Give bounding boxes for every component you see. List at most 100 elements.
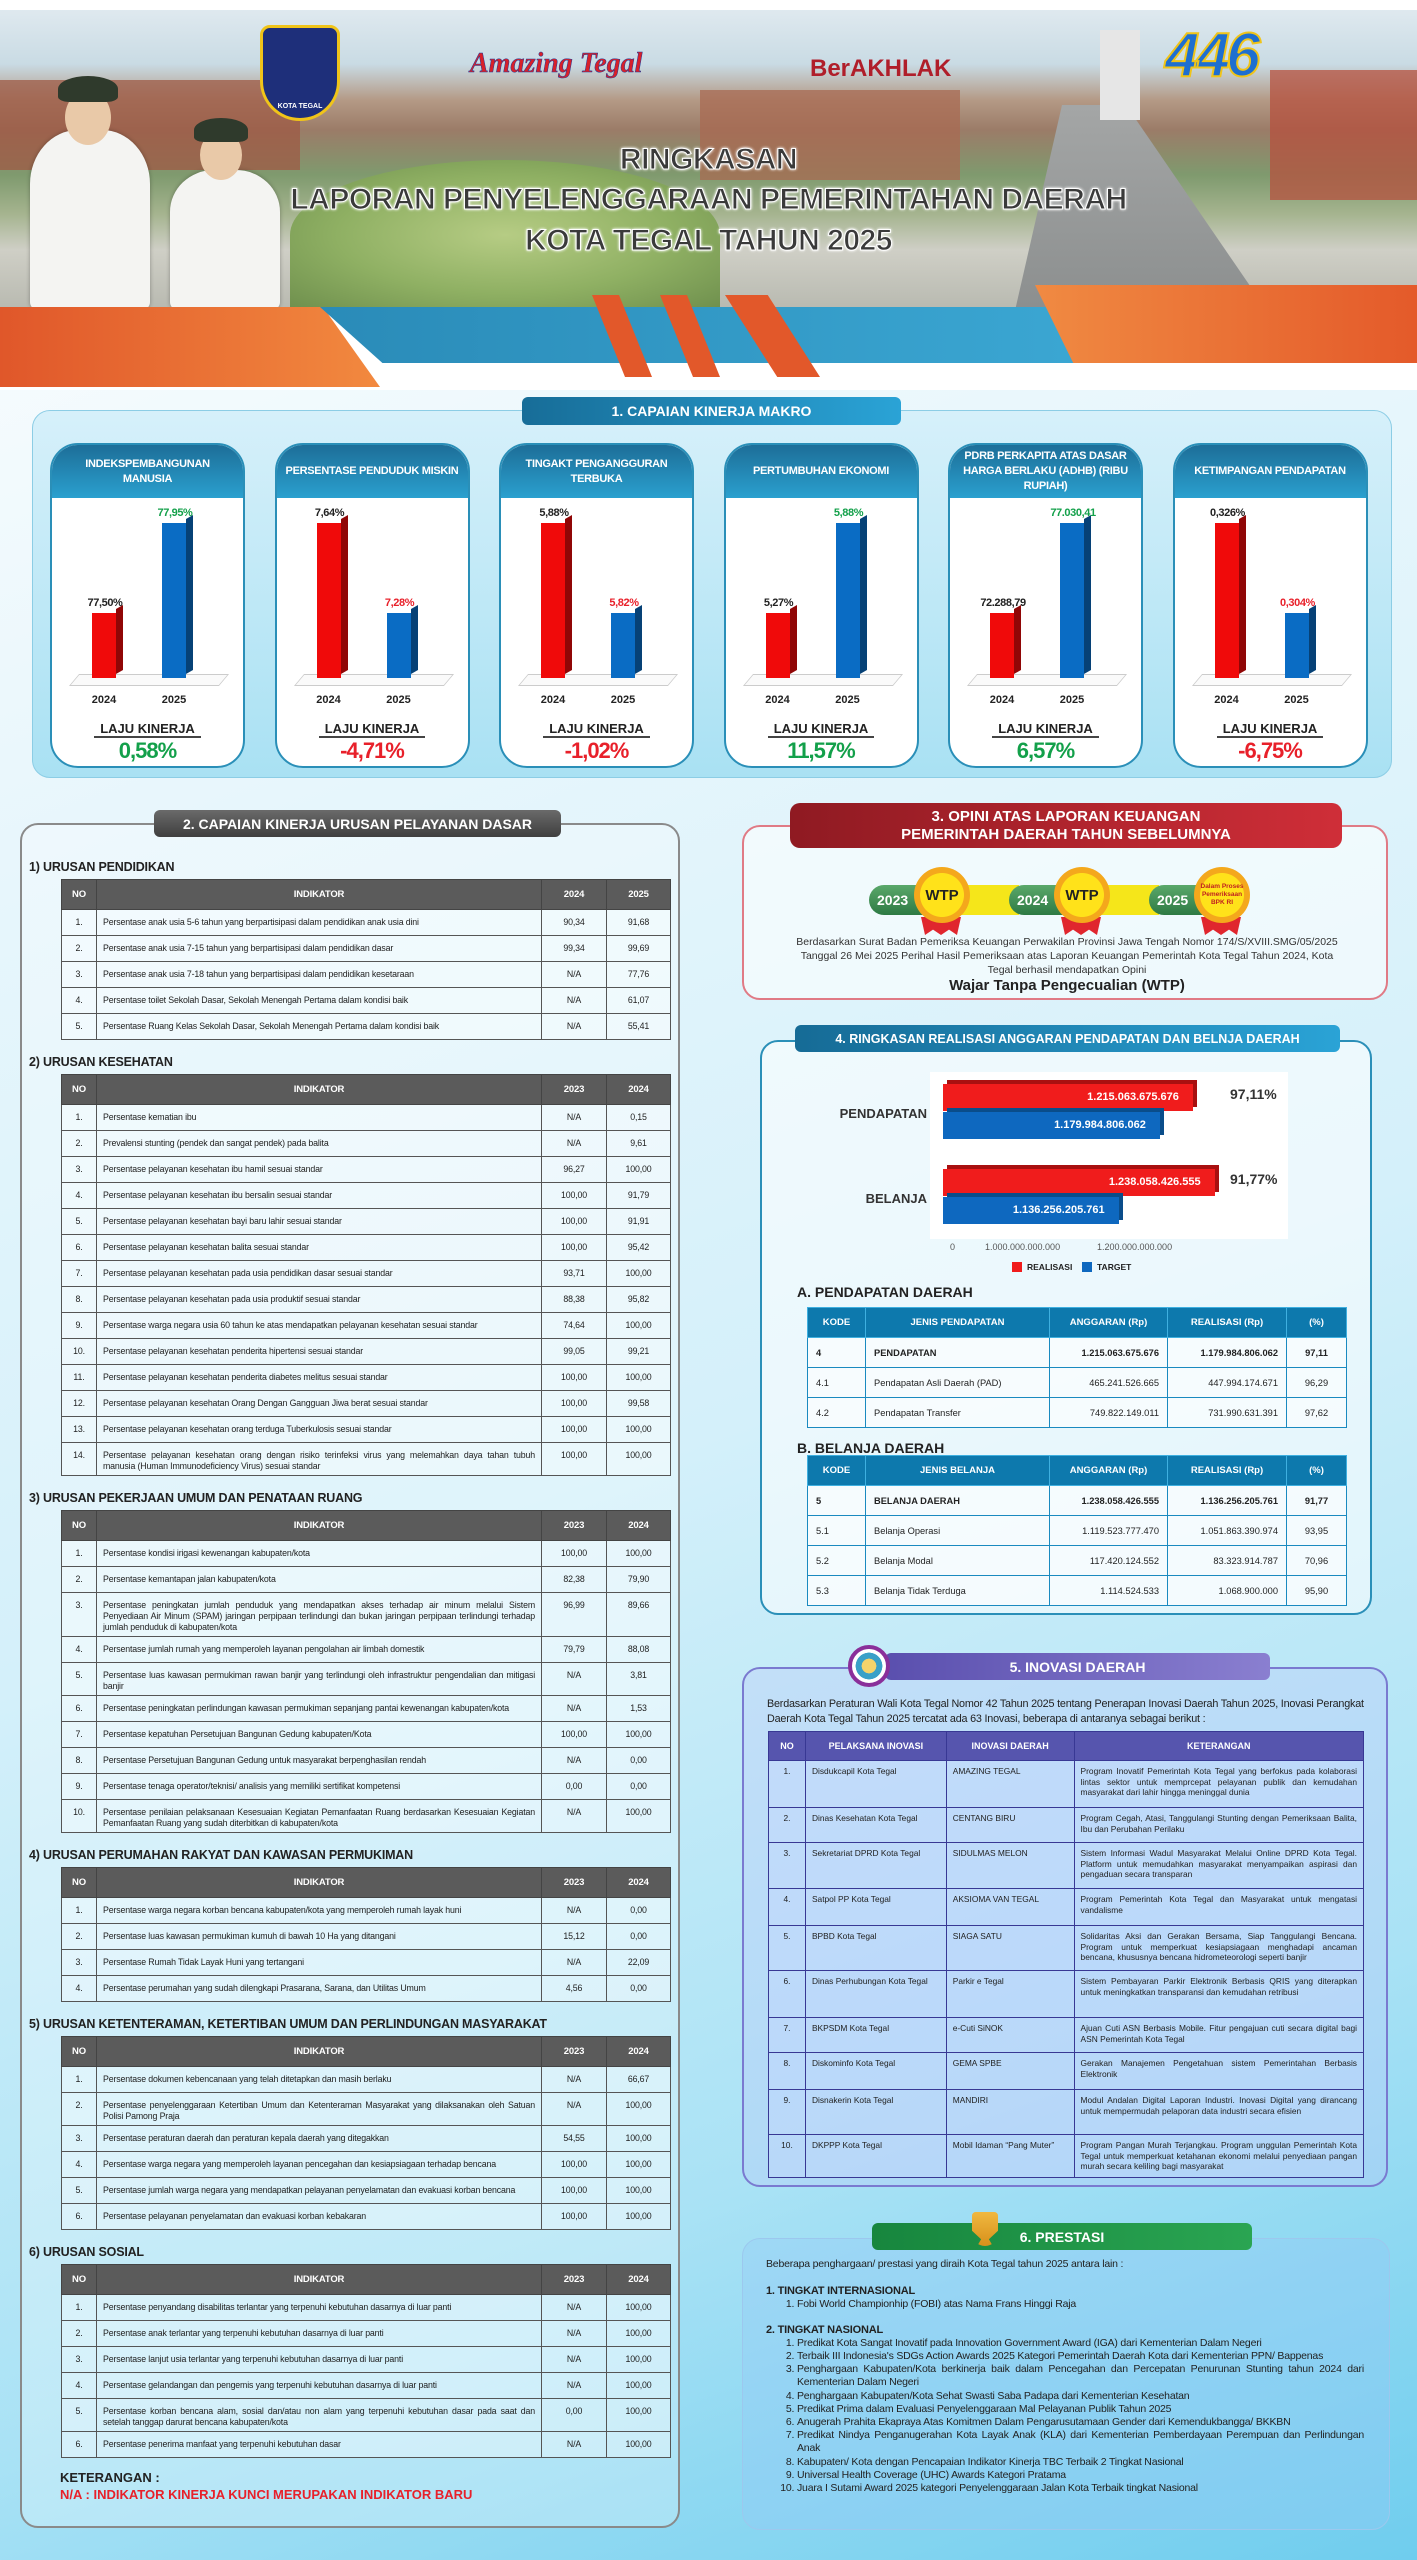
card-title: PERSENTASE PENDUDUK MISKIN (276, 445, 468, 498)
row-value: N/A (541, 2320, 607, 2347)
table-row: 5. BPBD Kota Tegal SIAGA SATU Solidaritas A… (768, 1925, 1365, 1971)
row-no: 3. (61, 1156, 97, 1183)
row-value: 100,00 (541, 1364, 607, 1391)
table-row: 4. Persentase toilet Sekolah Dasar, Sekol… (61, 987, 671, 1014)
card-title: PDRB PERKAPITA ATAS DASAR HARGA BERLAKU … (950, 445, 1141, 498)
prestasi-intro: Beberapa penghargaan/ prestasi yang dira… (766, 2258, 1124, 2270)
row-no: 3. (61, 1949, 97, 1976)
table-row: 2. Persentase penyelenggaraan Ketertiban … (61, 2092, 671, 2126)
bar-value-label: 5,82% (609, 597, 639, 609)
row-value: 99,05 (541, 1338, 607, 1365)
row-no: 2. (61, 1130, 97, 1157)
table-row: 6. Persentase peningkatan perlindungan ka… (61, 1695, 671, 1722)
prestasi-item: Penghargaan Kabupaten/Kota Sehat Swasti … (797, 2390, 1364, 2403)
row-value: N/A (541, 1897, 607, 1924)
row-value: 22,09 (606, 1949, 671, 1976)
table-cell: 5.1 (807, 1515, 866, 1546)
prestasi-item: Universal Health Coverage (UHC) Awards K… (797, 2469, 1364, 2482)
table-cell: 4.2 (807, 1397, 866, 1428)
table-cell: Belanja Tidak Terduga (865, 1575, 1050, 1606)
table-cell: 96,29 (1286, 1367, 1347, 1398)
year-label: 2025 (835, 694, 860, 706)
col-year: 2024 (606, 2036, 671, 2067)
bar-realisasi: 1.215.063.675.676 (943, 1084, 1193, 1111)
row-indikator: Persentase penerima manfaat yang terpenu… (96, 2431, 542, 2458)
row-indikator: Persentase luas kawasan permukiman kumuh… (96, 1923, 542, 1950)
row-indikator: Persentase Persetujuan Bangunan Gedung u… (96, 1747, 542, 1774)
kinerja-card: PERTUMBUHAN EKONOMI 5,27% 2024 5,88% 2025 LAJ… (723, 443, 919, 768)
bar-2025 (1060, 523, 1084, 678)
row-value: 4,56 (541, 1975, 607, 2002)
table-cell: 3. (768, 1842, 806, 1889)
row-value: 100,00 (541, 1390, 607, 1417)
table-row: 9. Persentase warga negara usia 60 tahun … (61, 1312, 671, 1339)
pendapatan-title: A. PENDAPATAN DAERAH (797, 1284, 973, 1300)
table-cell: Diskominfo Kota Tegal (804, 2052, 947, 2090)
row-value: N/A (541, 2066, 607, 2093)
row-value: 100,00 (606, 2177, 671, 2204)
row-no: 10. (61, 1338, 97, 1365)
table-cell: AMAZING TEGAL (945, 1760, 1075, 1808)
keterangan-text: N/A : INDIKATOR KINERJA KUNCI MERUPAKAN … (60, 2487, 473, 2502)
table-cell: 117.420.124.552 (1049, 1545, 1168, 1576)
table-row: 5. Persentase korban bencana alam, sosial… (61, 2398, 671, 2432)
table-row: 9. Persentase tenaga operator/teknisi/ an… (61, 1773, 671, 1800)
table-row: 2. Persentase anak terlantar yang terpenu… (61, 2320, 671, 2347)
percent-label: 91,77% (1230, 1171, 1278, 1187)
row-value: N/A (541, 1104, 607, 1131)
row-no: 5. (61, 1013, 97, 1040)
table-row: 4. Persentase pelayanan kesehatan ibu ber… (61, 1182, 671, 1209)
row-indikator: Persentase lanjut usia terlantar yang te… (96, 2346, 542, 2373)
row-no: 2. (61, 1566, 97, 1593)
table-cell: 9. (768, 2089, 806, 2135)
column-header: (%) (1286, 1455, 1347, 1486)
col-year: 2023 (541, 2264, 607, 2295)
table-row: 14. Persentase pelayanan kesehatan orang … (61, 1442, 671, 1476)
row-indikator: Persentase kepatuhan Persetujuan Banguna… (96, 1721, 542, 1748)
legend-item: REALISASI (1012, 1262, 1072, 1272)
table-row: 2. Persentase anak usia 7-15 tahun yang b… (61, 935, 671, 962)
laju-kinerja-value: -1,02% (564, 738, 630, 763)
table-cell: Satpol PP Kota Tegal (804, 1888, 947, 1926)
urusan-heading: 6) URUSAN SOSIAL (29, 2245, 144, 2259)
row-value: N/A (541, 2431, 607, 2458)
row-value: 99,58 (606, 1390, 671, 1417)
table-row: 7. Persentase pelayanan kesehatan pada us… (61, 1260, 671, 1287)
row-indikator: Persentase anak usia 7-18 tahun yang ber… (96, 961, 542, 988)
bar-value-label: 77.030,41 (1050, 507, 1096, 519)
year-label: 2024 (765, 694, 790, 706)
table-cell: 93,95 (1286, 1515, 1347, 1546)
table-row: 10. Persentase pelayanan kesehatan pender… (61, 1338, 671, 1365)
row-value: N/A (541, 2294, 607, 2321)
table-cell: 4. (768, 1888, 806, 1926)
row-value: 99,21 (606, 1338, 671, 1365)
header-banner: KOTA TEGAL Amazing Tegal BerAKHLAK 446 R… (0, 0, 1417, 390)
table-cell: Sistem Pembayaran Parkir Elektronik Berb… (1073, 1970, 1365, 2018)
bar-value-label: 77,95% (157, 507, 193, 519)
category-label: BELANJA (865, 1191, 927, 1206)
bar-2025 (162, 523, 186, 678)
table-cell: BPBD Kota Tegal (804, 1925, 947, 1971)
inovasi-table: NO PELAKSANA INOVASI INOVASI DAERAH KETERAN… (768, 1731, 1365, 2178)
table-row: 5.1 Belanja Operasi 1.119.523.777.470 1.051… (807, 1515, 1347, 1546)
row-no: 6. (61, 1695, 97, 1722)
row-value: 82,38 (541, 1566, 607, 1593)
table-cell: Program Cegah, Atasi, Tanggulangi Stunti… (1073, 1807, 1365, 1843)
row-value: 3,81 (606, 1662, 671, 1696)
row-value: 9,61 (606, 1130, 671, 1157)
row-indikator: Persentase kematian ibu (96, 1104, 542, 1131)
x-tick-label: 1.000.000.000.000 (985, 1242, 1061, 1252)
row-value: N/A (541, 987, 607, 1014)
row-value: N/A (541, 1747, 607, 1774)
table-cell: 70,96 (1286, 1545, 1347, 1576)
row-value: 100,00 (606, 1799, 671, 1833)
urusan-table: NO INDIKATOR 2024 2025 1. Persentase anak usi… (61, 879, 671, 1040)
table-row: 11. Persentase pelayanan kesehatan pender… (61, 1364, 671, 1391)
section-title-anggaran: 4. RINGKASAN REALISASI ANGGARAN PENDAPAT… (795, 1025, 1340, 1052)
opini-text: Berdasarkan Surat Badan Pemeriksa Keuang… (796, 936, 1338, 976)
column-header: PELAKSANA INOVASI (804, 1731, 947, 1761)
row-no: 1. (61, 909, 97, 936)
row-value: 99,34 (541, 935, 607, 962)
kinerja-card: INDEKSPEMBANGUNAN MANUSIA 77,50% 2024 77,95… (50, 443, 245, 768)
table-cell: 1. (768, 1760, 806, 1808)
